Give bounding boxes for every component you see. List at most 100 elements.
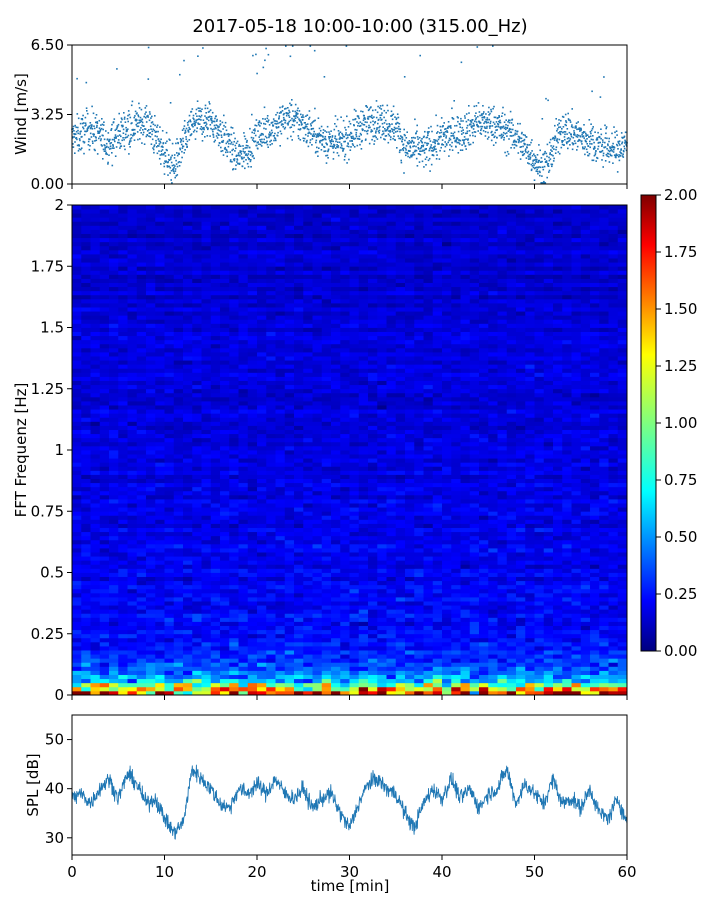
wind-point — [254, 130, 256, 132]
spectrogram-cell — [368, 678, 378, 684]
wind-point — [257, 141, 259, 143]
wind-point — [122, 137, 124, 139]
spectrogram-cell — [534, 682, 545, 688]
spectrogram-cell — [257, 670, 267, 675]
spectrogram-cell — [469, 564, 480, 569]
spectrogram-cell — [247, 539, 258, 545]
wind-point — [131, 100, 134, 103]
spectrogram-cell — [386, 527, 397, 533]
wind-point — [341, 134, 344, 136]
spectrogram-cell — [497, 539, 508, 545]
wind-point — [594, 152, 597, 154]
spectrogram-cell — [432, 605, 443, 610]
wind-point — [604, 141, 606, 144]
wind-point — [173, 172, 176, 174]
spectrogram-cell — [90, 556, 101, 561]
spectrogram-cell — [155, 552, 165, 557]
wind-point — [99, 131, 101, 133]
spectrogram-cell — [303, 584, 313, 590]
spectrogram-cell — [201, 597, 212, 602]
wind-point — [602, 154, 605, 157]
spectrogram-cell — [201, 568, 212, 573]
wind-point — [234, 137, 236, 140]
spectrogram-cell — [349, 650, 360, 655]
wind-point — [162, 146, 164, 148]
spectrogram-cell — [571, 662, 582, 667]
spectrogram-cell — [109, 686, 119, 692]
wind-point — [423, 149, 426, 152]
wind-point — [456, 138, 459, 140]
spectrogram-cell — [562, 674, 572, 680]
spectrogram-cell — [432, 588, 443, 594]
wind-point — [179, 148, 182, 151]
spectrogram-cell — [192, 531, 202, 537]
wind-point — [511, 128, 514, 131]
spectrogram-cell — [294, 658, 304, 663]
wind-point — [275, 139, 277, 142]
wind-point — [185, 127, 188, 130]
wind-point — [263, 122, 265, 125]
spectrogram-cell — [368, 666, 378, 671]
wind-point — [376, 128, 378, 131]
wind-point — [422, 136, 425, 139]
spectrogram-cell — [164, 588, 175, 594]
spectrogram-cell — [90, 580, 101, 586]
spectrogram-cell — [164, 658, 175, 663]
spectrogram-cell — [321, 613, 332, 618]
wind-point — [130, 140, 132, 142]
wind-point — [616, 134, 618, 136]
wind-point — [476, 46, 479, 48]
wind-point — [141, 124, 143, 127]
spectrogram-cell — [321, 548, 332, 553]
wind-point — [360, 110, 362, 113]
spectrogram-cell — [377, 552, 387, 557]
wind-point — [612, 151, 615, 153]
wind-point — [504, 113, 506, 116]
wind-point — [207, 111, 210, 113]
wind-point — [559, 133, 562, 136]
spectrogram-cell — [534, 637, 545, 643]
wind-point — [171, 182, 173, 184]
spectrogram-cell — [377, 654, 387, 659]
spectrogram-cell — [432, 576, 443, 582]
spectrogram-cell — [294, 678, 304, 684]
spectrogram-cell — [90, 613, 101, 618]
wind-point — [507, 121, 509, 123]
wind-point — [508, 127, 511, 130]
spectrogram-cell — [423, 686, 434, 692]
spectrogram-cell — [229, 519, 239, 524]
spectrogram-cell — [349, 613, 360, 618]
spectrogram-cell — [543, 637, 554, 643]
spectrogram-cell — [395, 637, 406, 643]
wind-point — [596, 157, 599, 160]
spectrogram-cell — [229, 580, 239, 586]
spectrogram-cell — [266, 539, 276, 545]
spectrogram-cell — [469, 605, 480, 610]
wind-point — [95, 121, 97, 124]
spectrogram-cell — [164, 609, 175, 614]
spectrogram-cell — [294, 654, 304, 659]
wind-point — [621, 155, 624, 157]
spectrogram-cell — [81, 580, 91, 586]
spectrogram-cell — [580, 625, 591, 631]
wind-point — [216, 125, 219, 127]
wind-point — [343, 159, 346, 161]
spectrogram-cell — [99, 650, 110, 655]
spectrogram-cell — [590, 621, 600, 626]
spectrogram-cell — [266, 662, 276, 667]
spectrogram-cell — [349, 580, 360, 586]
wind-point — [86, 130, 88, 132]
wind-point — [577, 128, 580, 130]
wind-point — [199, 107, 201, 110]
wind-point — [160, 150, 163, 152]
spectrogram-cell — [590, 543, 600, 549]
wind-point — [105, 142, 108, 145]
wind-point — [618, 140, 621, 142]
wind-point — [359, 132, 362, 135]
wind-point — [120, 121, 122, 123]
wind-point — [88, 138, 90, 140]
wind-point — [214, 139, 216, 142]
wind-point — [140, 132, 142, 134]
wind-point — [405, 145, 408, 147]
spectrogram-cell — [525, 662, 535, 667]
